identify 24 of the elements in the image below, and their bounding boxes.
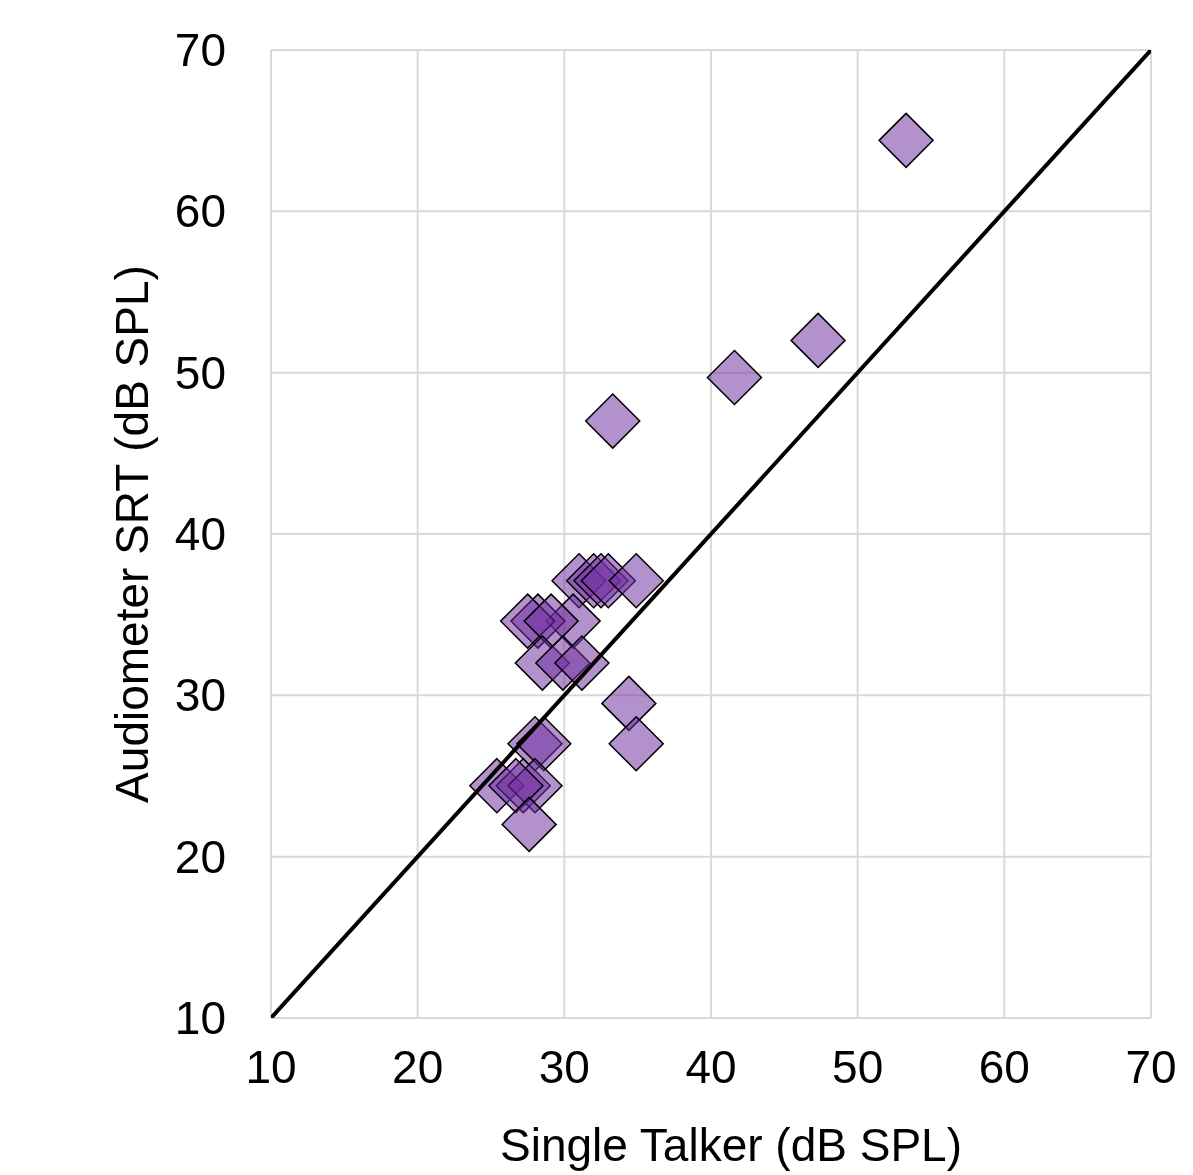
point [608,553,664,609]
x-tick-label: 40 [685,1041,737,1093]
y-tick-label: 20 [174,830,226,883]
point [501,796,557,853]
x-tick-label: 20 [392,1041,444,1093]
x-tick-label: 60 [978,1041,1030,1093]
point [488,757,544,814]
y-tick-label: 40 [174,508,226,560]
y-tick-label: 50 [174,346,226,399]
point [608,715,664,772]
point [878,112,934,169]
x-tick-label: 10 [245,1041,297,1093]
x-tick-label: 30 [538,1041,590,1093]
point [584,393,641,449]
y-tick-label: 60 [174,185,226,238]
x-tick-label: 50 [832,1041,884,1093]
point [790,312,846,369]
y-tick-label: 70 [174,24,226,76]
x-axis-title: Single Talker (dB SPL) [500,1119,962,1171]
x-tick-label: 70 [1125,1041,1177,1093]
y-axis-title: Audiometer SRT (dB SPL) [106,265,158,803]
y-tick-label: 30 [174,669,226,722]
point [706,349,763,406]
y-tick-label: 10 [174,992,226,1044]
